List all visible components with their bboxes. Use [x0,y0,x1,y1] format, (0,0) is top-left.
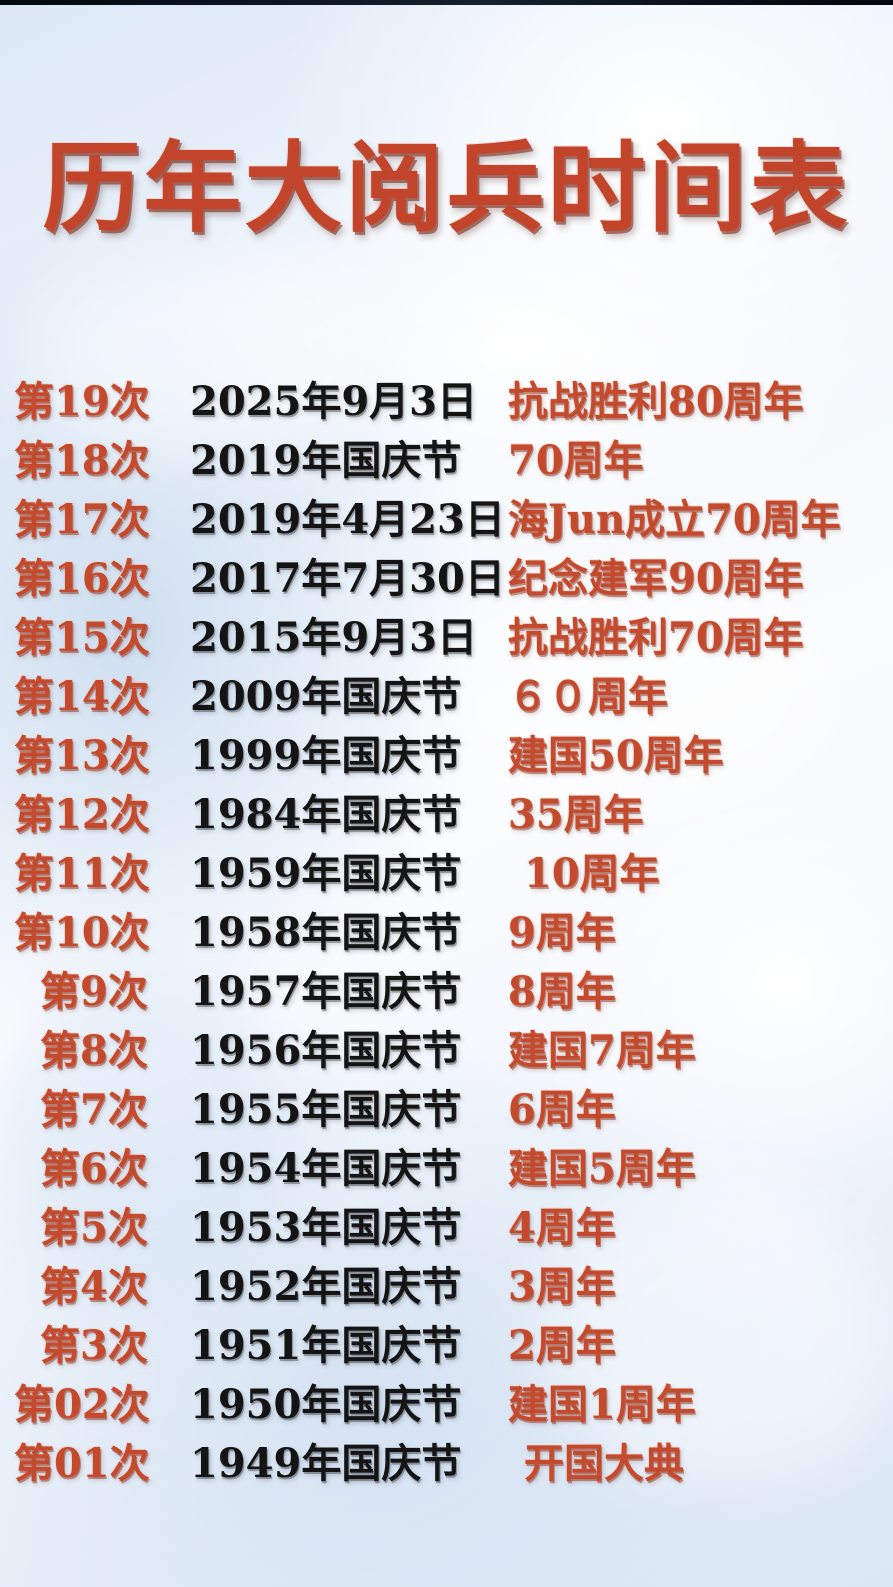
parade-index-cell: 第19次 [14,378,150,425]
parade-note-cell: 纪念建军90周年 [508,555,804,602]
parade-note-cell: 开国大典 [524,1440,684,1487]
table-row: 第01次 1949年国庆节 开国大典 [0,1434,893,1493]
table-row: 第6次 1954年国庆节 建国5周年 [0,1139,893,1198]
table-row: 第10次 1958年国庆节 9周年 [0,903,893,962]
parade-index-cell: 第6次 [40,1145,148,1192]
parade-index-cell: 第15次 [14,614,150,661]
parade-date-cell: 2015年9月3日 [190,614,477,661]
parade-index-cell: 第8次 [40,1027,148,1074]
parade-date-cell: 2019年4月23日 [190,496,505,543]
parade-index-cell: 第4次 [40,1263,148,1310]
parade-note-cell: 建国5周年 [508,1145,696,1192]
table-row: 第02次 1950年国庆节 建国1周年 [0,1375,893,1434]
parade-note-cell: 35周年 [508,791,644,838]
table-row: 第4次 1952年国庆节 3周年 [0,1257,893,1316]
parade-note-cell: ６０周年 [508,673,668,720]
table-row: 第11次 1959年国庆节 10周年 [0,844,893,903]
parade-date-cell: 1999年国庆节 [190,732,462,779]
parade-date-cell: 1954年国庆节 [190,1145,462,1192]
parade-note-cell: 9周年 [508,909,616,956]
parade-date-cell: 1984年国庆节 [190,791,462,838]
table-row: 第12次 1984年国庆节 35周年 [0,785,893,844]
parade-note-cell: 8周年 [508,968,616,1015]
table-row: 第3次 1951年国庆节 2周年 [0,1316,893,1375]
parade-date-cell: 1955年国庆节 [190,1086,462,1133]
parade-note-cell: 4周年 [508,1204,616,1251]
table-row: 第14次 2009年国庆节 ６０周年 [0,667,893,726]
parade-date-cell: 1957年国庆节 [190,968,462,1015]
table-row: 第15次 2015年9月3日 抗战胜利70周年 [0,608,893,667]
parade-date-cell: 2017年7月30日 [190,555,505,602]
parade-note-cell: 抗战胜利80周年 [508,378,804,425]
table-row: 第16次 2017年7月30日 纪念建军90周年 [0,549,893,608]
parade-note-cell: 抗战胜利70周年 [508,614,804,661]
parade-date-cell: 2025年9月3日 [190,378,477,425]
parade-index-cell: 第3次 [40,1322,148,1369]
table-row: 第18次 2019年国庆节 70周年 [0,431,893,490]
parade-note-cell: 建国1周年 [508,1381,696,1428]
table-row: 第5次 1953年国庆节 4周年 [0,1198,893,1257]
table-row: 第7次 1955年国庆节 6周年 [0,1080,893,1139]
parade-date-cell: 2019年国庆节 [190,437,462,484]
table-row: 第13次 1999年国庆节 建国50周年 [0,726,893,785]
timeline-table: 第19次 2025年9月3日 抗战胜利80周年第18次 2019年国庆节 70周年第17… [0,372,893,1493]
parade-index-cell: 第17次 [14,496,150,543]
table-row: 第17次 2019年4月23日 海Jun成立70周年 [0,490,893,549]
parade-note-cell: 10周年 [524,850,660,897]
parade-index-cell: 第11次 [14,850,150,897]
parade-note-cell: 70周年 [508,437,644,484]
parade-date-cell: 1959年国庆节 [190,850,462,897]
top-letterbox-bar [0,0,893,5]
parade-index-cell: 第12次 [14,791,150,838]
parade-note-cell: 建国7周年 [508,1027,696,1074]
parade-note-cell: 海Jun成立70周年 [508,496,841,543]
parade-date-cell: 2009年国庆节 [190,673,462,720]
parade-index-cell: 第14次 [14,673,150,720]
parade-date-cell: 1951年国庆节 [190,1322,462,1369]
table-row: 第9次 1957年国庆节 8周年 [0,962,893,1021]
table-row: 第8次 1956年国庆节 建国7周年 [0,1021,893,1080]
parade-index-cell: 第13次 [14,732,150,779]
parade-date-cell: 1956年国庆节 [190,1027,462,1074]
parade-date-cell: 1953年国庆节 [190,1204,462,1251]
parade-date-cell: 1958年国庆节 [190,909,462,956]
page-title: 历年大阅兵时间表 [42,131,851,246]
parade-index-cell: 第5次 [40,1204,148,1251]
parade-note-cell: 2周年 [508,1322,616,1369]
parade-index-cell: 第18次 [14,437,150,484]
parade-index-cell: 第16次 [14,555,150,602]
parade-date-cell: 1952年国庆节 [190,1263,462,1310]
parade-note-cell: 3周年 [508,1263,616,1310]
parade-index-cell: 第01次 [14,1440,150,1487]
parade-index-cell: 第10次 [14,909,150,956]
parade-index-cell: 第9次 [40,968,148,1015]
parade-date-cell: 1949年国庆节 [190,1440,462,1487]
parade-index-cell: 第7次 [40,1086,148,1133]
parade-index-cell: 第02次 [14,1381,150,1428]
parade-note-cell: 建国50周年 [508,732,724,779]
table-row: 第19次 2025年9月3日 抗战胜利80周年 [0,372,893,431]
parade-note-cell: 6周年 [508,1086,616,1133]
parade-date-cell: 1950年国庆节 [190,1381,462,1428]
